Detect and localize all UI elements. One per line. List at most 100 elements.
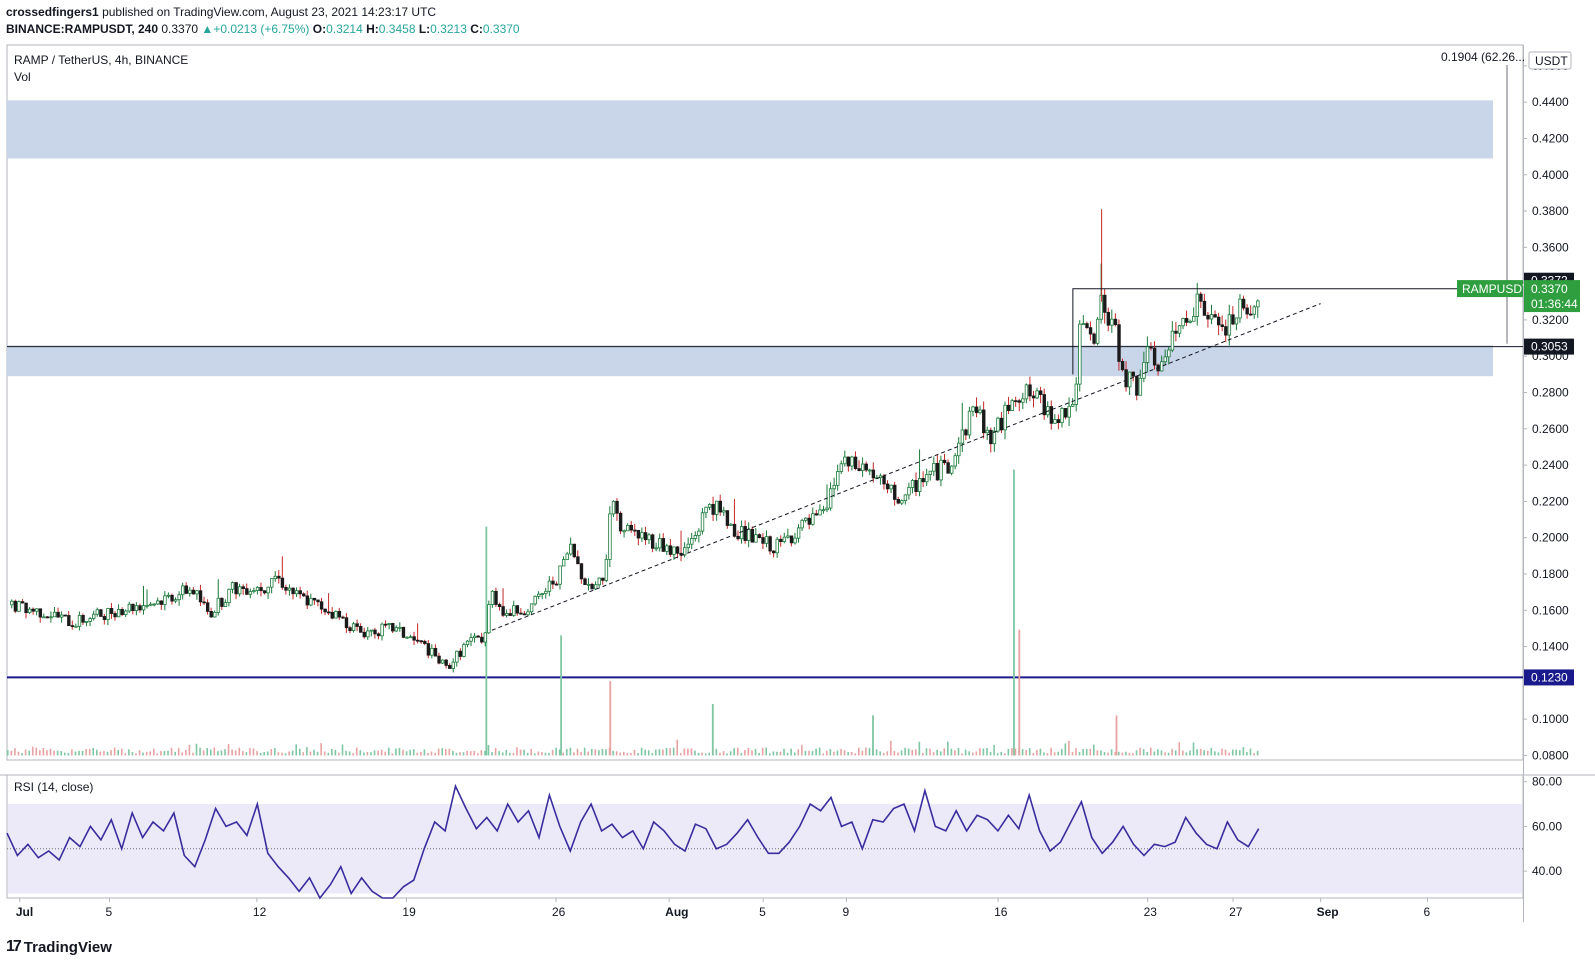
candle-body [270,578,274,588]
symbol-name[interactable]: BINANCE:RAMPUSDT, 240 [6,22,159,36]
volume-bar [1071,752,1074,756]
volume-bar [188,744,191,756]
candle-body [732,523,737,537]
volume-bar [391,753,394,756]
candle-body [27,608,32,614]
volume-bar [911,749,914,756]
tradingview-logo[interactable]: 17 TradingView [6,938,112,956]
volume-bar [99,751,102,756]
support-level-tag [1524,669,1574,686]
volume-bar [1007,748,1010,756]
candle-body [1095,318,1100,344]
candle-body [679,552,683,556]
volume-bar [1157,749,1159,756]
volume-bar [651,753,654,756]
volume-bar [1060,749,1063,756]
candle-body [490,590,495,605]
candle-body [861,463,865,472]
volume-spike [560,635,563,756]
volume-bar [384,751,387,756]
tv-logo-icon: 17 [6,938,22,955]
candle-body [878,475,883,479]
volume-bar [701,752,703,756]
volume-bar [1146,751,1149,756]
volume-bar [1043,752,1045,756]
volume-bar [320,743,322,756]
candle-body [501,606,505,616]
volume-bar [1093,744,1095,756]
candle-body [1017,400,1022,403]
candle-body [430,647,434,656]
candle-body [273,575,277,580]
volume-bar [936,749,938,756]
candle-body [426,643,431,656]
volume-bar [331,749,333,756]
volume-bar [224,749,226,756]
candle-body [772,550,776,554]
volume-bar [1160,750,1163,756]
candle-body [807,517,811,525]
volume-bar [747,747,750,756]
volume-bar [409,749,411,756]
candle-body [672,546,676,555]
candle-body [202,601,206,604]
candle-body [294,590,299,595]
price-tick-label: 0.4200 [1532,131,1569,145]
volume-bar [1068,740,1070,756]
volume-bar [647,750,650,756]
rsi-tick-label: 60.00 [1532,819,1562,833]
candle-body [967,410,972,436]
volume-bar [1053,752,1056,756]
candle-body [1138,377,1143,396]
candle-body [1231,314,1235,325]
volume-bar [1167,752,1170,756]
volume-bar [106,751,109,756]
volume-bar [993,745,995,756]
candle-body [707,503,712,508]
candle-body [839,463,844,472]
candle-body [373,629,377,635]
candle-body [700,512,705,532]
price-tick-label: 0.1000 [1532,712,1569,726]
candle-body [729,523,733,526]
candle-body [1092,333,1096,344]
volume-bar [220,750,223,756]
candle-body [946,462,950,474]
volume-bar [808,750,810,756]
volume-bar [1121,752,1124,756]
candle-body [661,538,666,552]
candle-body [84,620,89,623]
volume-bar [259,752,262,756]
candle-body [355,623,359,627]
volume-bar [505,749,508,756]
volume-bar [1196,749,1198,756]
candle-body [1124,369,1128,388]
candle-body [551,580,555,585]
volume-bar [619,752,622,756]
volume-bar [1149,747,1152,756]
volume-bar [252,748,255,756]
volume-bar [174,751,176,756]
candle-body [234,582,238,595]
candle-body [138,605,142,611]
candle-body [291,587,295,595]
volume-bar [626,752,629,756]
candle-body [576,556,580,565]
candle-body [643,532,648,541]
candle-body [1014,400,1018,403]
volume-bar [729,751,732,756]
volume-bar [779,751,782,756]
candle-body [92,613,96,619]
volume-bar [1192,742,1195,756]
volume-bar [42,747,45,756]
volume-bar [1135,750,1138,756]
volume-bar [327,752,330,756]
author-name[interactable]: crossedfingers1 [6,5,99,19]
price-tick-label: 0.2000 [1532,531,1569,545]
candle-body [608,513,612,560]
last-price: 0.3370 [161,22,199,36]
candle-body [38,608,43,618]
candle-body [725,510,730,526]
volume-bar [92,747,95,756]
